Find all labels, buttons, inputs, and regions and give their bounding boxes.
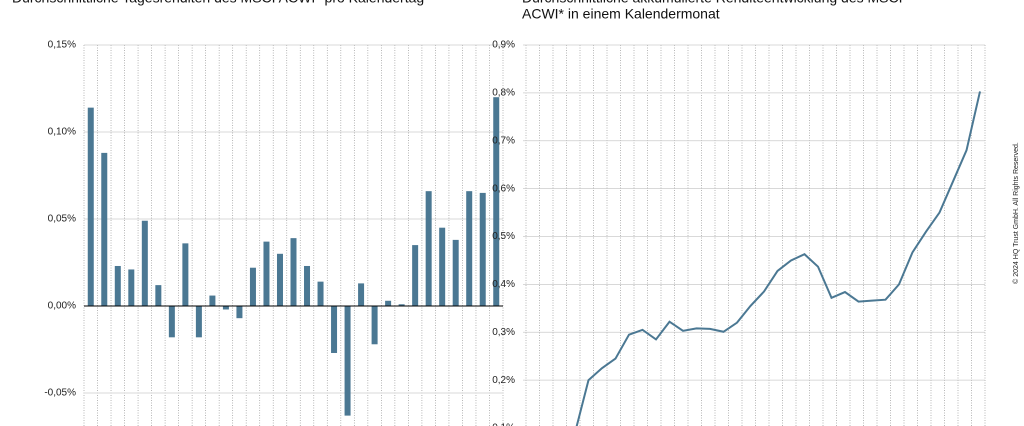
- y-tick-label: 0,2%: [492, 375, 515, 386]
- chart-title: Durchschnittliche akkumulierte Renditeen…: [522, 0, 903, 6]
- bar: [276, 253, 283, 306]
- bar: [331, 306, 338, 353]
- bar: [128, 269, 135, 306]
- bar: [452, 239, 459, 306]
- chart-title: ACWI* in einem Kalendermonat: [522, 6, 720, 22]
- bar: [493, 97, 500, 306]
- bar: [398, 304, 405, 306]
- y-tick-label: 0,6%: [492, 183, 515, 194]
- y-tick-label: 0,00%: [48, 301, 76, 312]
- bar: [222, 306, 229, 310]
- y-tick-label: 0,1%: [492, 423, 515, 426]
- bar: [114, 265, 121, 306]
- y-tick-label: 0,7%: [492, 135, 515, 146]
- bar: [358, 283, 365, 306]
- y-tick-label: 0,15%: [48, 40, 76, 51]
- bar: [425, 191, 432, 306]
- bar: [304, 265, 311, 306]
- line: [575, 91, 981, 426]
- y-tick-label: 0,5%: [492, 231, 515, 242]
- y-tick-label: 0,10%: [48, 127, 76, 138]
- bar: [249, 267, 256, 306]
- bar: [141, 220, 148, 306]
- bar: [344, 306, 351, 416]
- y-tick-label: 0,9%: [492, 40, 515, 51]
- bar: [479, 192, 486, 306]
- bar: [317, 281, 324, 306]
- y-tick-label: -0,05%: [44, 388, 76, 399]
- bar: [290, 238, 297, 306]
- bar: [385, 300, 392, 306]
- bar: [195, 306, 202, 338]
- bar: [466, 191, 473, 306]
- bar: [209, 295, 216, 306]
- bar: [101, 152, 108, 306]
- bar: [371, 306, 378, 345]
- bar: [168, 306, 175, 338]
- bar: [412, 245, 419, 306]
- bar: [439, 227, 446, 306]
- copyright: © 2024 HQ Trust GmbH. All Rights Reserve…: [1012, 142, 1020, 284]
- bar: [182, 243, 189, 306]
- y-tick-label: 0,05%: [48, 214, 76, 225]
- bar: [87, 107, 94, 306]
- bar: [236, 306, 243, 319]
- bar: [155, 285, 162, 306]
- bar: [263, 241, 270, 306]
- y-tick-label: 0,4%: [492, 279, 515, 290]
- y-tick-label: 0,3%: [492, 327, 515, 338]
- chart-title: Durchschnittliche Tagesrenditen des MSCI…: [12, 0, 424, 6]
- y-tick-label: 0,8%: [492, 88, 515, 99]
